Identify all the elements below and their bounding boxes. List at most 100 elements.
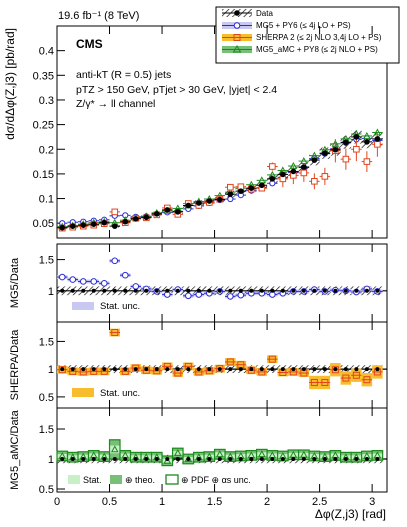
amc-theo-legend-swatch: [110, 475, 122, 484]
x-tick-label: 2.5: [312, 496, 327, 508]
data-ratio-point: [144, 288, 149, 293]
data-ratio-point: [354, 367, 359, 372]
amc-stat-box: [235, 454, 247, 458]
data-ratio-point: [238, 457, 243, 461]
y-tick-label: 0.05: [33, 218, 54, 230]
data-ratio-point: [60, 367, 65, 372]
amc-stat-box: [172, 451, 184, 455]
sherpa-ratio-point: [331, 366, 339, 374]
data-ratio-point: [112, 288, 117, 293]
amc-ratio-point: [163, 456, 172, 464]
data-point: [364, 139, 370, 145]
x-tick-label: 1: [159, 496, 165, 508]
sherpa-ratio-point: [321, 378, 329, 386]
amc-stat-box: [204, 454, 215, 459]
data-point: [353, 134, 360, 140]
data-ratio-point: [312, 367, 317, 372]
amc-stat-box: [57, 454, 68, 458]
data-ratio-point: [249, 288, 254, 293]
data-ratio-point: [207, 288, 212, 293]
data-ratio-point: [270, 367, 275, 372]
x-tick-label: 3: [369, 496, 375, 508]
y-tick-label: 1.5: [39, 255, 54, 267]
sherpa-ratio-point: [58, 366, 66, 374]
data-ratio-point: [60, 288, 65, 293]
amc-ratio-point: [110, 445, 119, 453]
data-ratio-point: [186, 288, 191, 293]
y-tick-label: 1: [48, 286, 54, 298]
data-ratio-point: [70, 457, 75, 461]
legend-label-amc: MG5_aMC + PY8 (≤ 2j NLO + PS): [256, 45, 378, 54]
amc-stat-box: [78, 454, 89, 459]
data-ratio-point: [102, 288, 107, 293]
data-point: [322, 150, 328, 156]
amc-stat-box: [120, 453, 131, 458]
ratio-panel-amc: 0.5 1 1.5 Stat. ⊕ theo. ⊕ PDF ⊕ αs unc. MG…: [9, 407, 388, 496]
data-point: [143, 214, 150, 221]
data-ratio-point: [280, 457, 285, 461]
data-point: [80, 222, 87, 228]
mg5-ratio-point: [111, 257, 119, 265]
data-point: [164, 207, 171, 213]
data-ratio-point: [81, 288, 86, 293]
mg5-ratio-point: [227, 293, 234, 300]
data-point: [132, 215, 139, 222]
sherpa-ratio-point: [342, 374, 350, 382]
y-tick-label: 0.1: [39, 194, 54, 206]
data-ratio-point: [165, 367, 170, 372]
sherpa-ratio-point: [268, 355, 276, 363]
y-tick-label: 0.15: [33, 169, 54, 181]
data-point: [311, 157, 318, 163]
data-ratio-point: [249, 367, 254, 372]
sherpa-point: [227, 183, 234, 191]
y-tick-label: 0.5: [39, 484, 54, 496]
data-ratio-point: [91, 367, 96, 372]
sherpa-ratio-ylabel: SHERPA/Data: [9, 329, 21, 401]
data-ratio-point: [333, 288, 338, 293]
data-ratio-point: [270, 288, 275, 293]
data-ratio-point: [196, 367, 201, 372]
y-tick-label: 0.35: [33, 70, 54, 82]
data-ratio-point: [354, 457, 359, 461]
legend-swatch-amc: [222, 45, 252, 53]
data-ratio-point: [301, 367, 306, 372]
amc-stat-box: [298, 452, 310, 457]
data-ratio-point: [196, 457, 201, 461]
amc-stat-box: [267, 453, 278, 458]
legend-label-data: Data: [256, 9, 273, 18]
y-tick-label: 1.5: [39, 424, 54, 436]
data-ratio-point: [186, 457, 191, 461]
amc-stat-box: [361, 454, 373, 458]
amc-stat-box: [309, 454, 320, 458]
mg5-stat-legend-swatch: [72, 302, 94, 310]
data-ratio-point: [322, 457, 327, 461]
data-ratio-point: [312, 457, 317, 461]
data-point: [206, 198, 213, 204]
data-ratio-point: [228, 367, 233, 372]
data-ratio-point: [154, 367, 159, 372]
data-point: [122, 218, 129, 225]
amc-stat-box: [99, 454, 110, 459]
data-ratio-point: [144, 367, 149, 372]
sherpa-point: [342, 155, 350, 163]
data-ratio-point: [343, 457, 348, 461]
text-line-cuts: pTZ > 150 GeV, pTjet > 30 GeV, |yjet| < …: [76, 84, 277, 96]
data-point: [174, 209, 181, 215]
data-ratio-point: [102, 367, 107, 372]
mg5-point: [227, 195, 234, 203]
data-ratio-point: [112, 367, 117, 372]
mg5-ratio-point: [69, 276, 77, 283]
data-ratio-point: [154, 288, 159, 293]
mg5-ratio-point: [79, 278, 87, 285]
data-point: [101, 219, 108, 226]
data-point: [196, 200, 202, 206]
amc-stat-legend-label: Stat.: [83, 475, 102, 485]
y-tick-label: 0.4: [39, 46, 54, 58]
mg5-stat-legend-label: Stat. unc.: [100, 301, 140, 312]
sherpa-ratio-point: [352, 371, 360, 379]
amc-stat-box: [88, 453, 100, 458]
data-ratio-point: [301, 288, 306, 293]
data-ratio-point: [144, 457, 149, 461]
amc-stat-box: [319, 454, 331, 459]
data-ratio-point: [249, 457, 254, 461]
